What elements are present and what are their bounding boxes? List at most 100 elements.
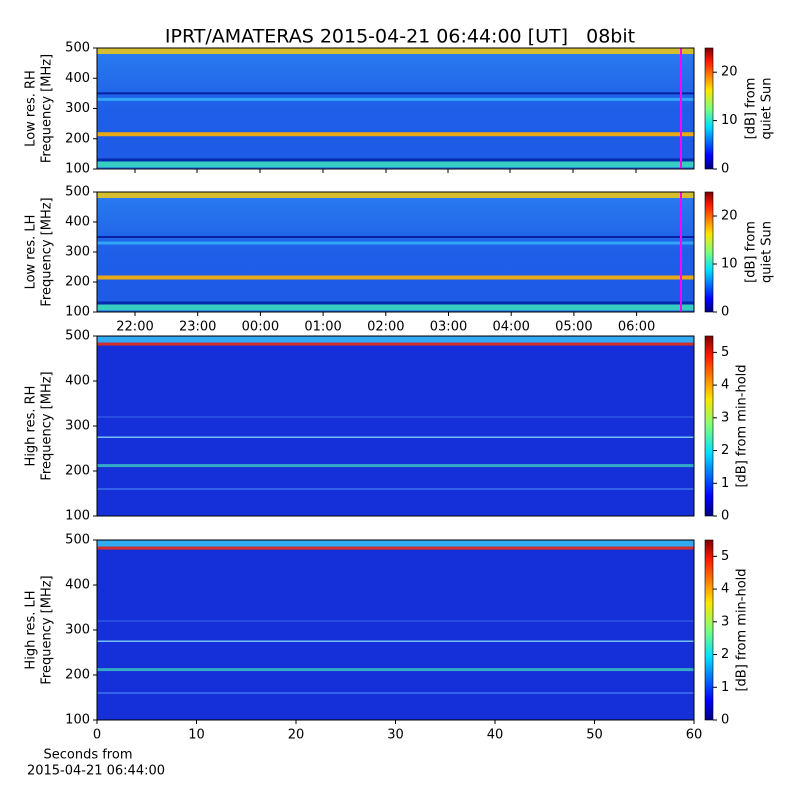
y-axis-label: Low res. RH <box>24 70 39 147</box>
colorbar-label: [dB] from <box>744 221 759 283</box>
colorbar-label: quiet Sun <box>760 77 775 139</box>
colorbar-tick-label: 20 <box>721 209 738 224</box>
y-tick-label: 200 <box>65 131 90 146</box>
y-tick-label: 300 <box>65 623 90 638</box>
y-axis-label: Frequency [MHz] <box>40 197 55 306</box>
x-tick-label: 04:00 <box>492 320 529 335</box>
spectrogram <box>97 540 694 720</box>
x-tick-label: 01:00 <box>304 320 341 335</box>
y-tick-label: 100 <box>65 713 90 728</box>
spectrogram-band <box>97 161 694 168</box>
spectrogram-band <box>97 48 694 55</box>
colorbar-tick-label: 10 <box>721 257 738 272</box>
y-axis-label: High res. LH <box>24 590 39 669</box>
spectrogram-band <box>97 336 694 343</box>
colorbar <box>704 191 714 313</box>
x-axis-label: 2015-04-21 06:44:00 <box>27 764 165 779</box>
x-tick-label: 50 <box>586 728 603 743</box>
colorbar <box>704 539 714 721</box>
x-tick-label: 05:00 <box>555 320 592 335</box>
y-tick-label: 500 <box>65 41 90 56</box>
spectrogram-band <box>97 132 694 137</box>
colorbar-tick-label: 3 <box>721 614 729 629</box>
y-tick-label: 500 <box>65 185 90 200</box>
spectrogram-band <box>97 620 694 622</box>
spectrogram-band <box>97 158 694 162</box>
colorbar-tick-label: 10 <box>721 113 738 128</box>
x-tick-label: 40 <box>487 728 504 743</box>
spectrogram-band <box>97 640 694 642</box>
colorbar-label: [dB] from min-hold <box>735 364 750 487</box>
spectrogram-band <box>97 301 694 305</box>
colorbar-label: quiet Sun <box>760 221 775 283</box>
spectrogram-band <box>97 192 694 198</box>
y-tick-label: 300 <box>65 101 90 116</box>
x-tick-label: 20 <box>288 728 305 743</box>
spectrogram-band <box>97 97 694 101</box>
y-axis-label: Frequency [MHz] <box>40 371 55 480</box>
y-tick-label: 100 <box>65 162 90 177</box>
spectrogram <box>97 336 694 516</box>
spectrogram-band <box>97 236 694 238</box>
spectrogram-band <box>97 342 694 346</box>
y-tick-label: 100 <box>65 509 90 524</box>
x-tick-label: 00:00 <box>242 320 279 335</box>
colorbar-label: [dB] from min-hold <box>735 568 750 691</box>
colorbar-tick-label: 0 <box>721 713 729 728</box>
y-tick-label: 200 <box>65 668 90 683</box>
colorbar-tick-label: 5 <box>721 549 729 564</box>
spectrogram-band <box>97 488 694 490</box>
y-tick-label: 300 <box>65 245 90 260</box>
x-axis-label: Seconds from <box>43 748 132 763</box>
y-tick-label: 500 <box>65 329 90 344</box>
spectrogram-band <box>97 275 694 280</box>
y-tick-label: 200 <box>65 464 90 479</box>
x-tick-label: 30 <box>387 728 404 743</box>
y-tick-label: 300 <box>65 419 90 434</box>
y-axis-label: High res. RH <box>24 386 39 467</box>
spectrogram-band <box>97 92 694 95</box>
y-tick-label: 200 <box>65 275 90 290</box>
spectrogram-band <box>97 692 694 694</box>
spectrogram-band <box>97 436 694 438</box>
x-tick-label: 0 <box>93 728 101 743</box>
colorbar-tick-label: 4 <box>721 378 729 393</box>
x-tick-label: 23:00 <box>179 320 216 335</box>
colorbar-tick-label: 1 <box>721 476 729 491</box>
colorbar-tick-label: 0 <box>721 305 729 320</box>
spectrogram-band <box>97 668 694 672</box>
spectrogram-band <box>97 546 694 550</box>
spectrogram-band <box>97 304 694 311</box>
spectrogram-band <box>97 416 694 418</box>
x-tick-label: 10 <box>188 728 205 743</box>
colorbar-tick-label: 1 <box>721 680 729 695</box>
y-tick-label: 500 <box>65 533 90 548</box>
y-tick-label: 400 <box>65 215 90 230</box>
spectrogram <box>97 48 694 169</box>
x-tick-label: 06:00 <box>618 320 655 335</box>
spectrogram-band <box>97 241 694 245</box>
chart-title: IPRT/AMATERAS 2015-04-21 06:44:00 [UT] 0… <box>165 26 635 48</box>
colorbar <box>704 47 714 170</box>
y-tick-label: 100 <box>65 305 90 320</box>
colorbar-tick-label: 2 <box>721 443 729 458</box>
x-tick-label: 02:00 <box>367 320 404 335</box>
colorbar-tick-label: 5 <box>721 345 729 360</box>
colorbar-label: [dB] from <box>744 78 759 140</box>
y-tick-label: 400 <box>65 578 90 593</box>
colorbar <box>704 335 714 517</box>
colorbar-tick-label: 0 <box>721 509 729 524</box>
colorbar-tick-label: 3 <box>721 410 729 425</box>
spectrogram-band <box>97 464 694 468</box>
y-tick-label: 400 <box>65 374 90 389</box>
x-tick-label: 22:00 <box>116 320 153 335</box>
spectrogram-band <box>97 540 694 547</box>
y-axis-label: Frequency [MHz] <box>40 54 55 163</box>
x-tick-label: 03:00 <box>430 320 467 335</box>
y-axis-label: Low res. LH <box>24 215 39 290</box>
y-axis-label: Frequency [MHz] <box>40 575 55 684</box>
colorbar-tick-label: 20 <box>721 65 738 80</box>
x-tick-label: 60 <box>686 728 703 743</box>
colorbar-tick-label: 4 <box>721 582 729 597</box>
